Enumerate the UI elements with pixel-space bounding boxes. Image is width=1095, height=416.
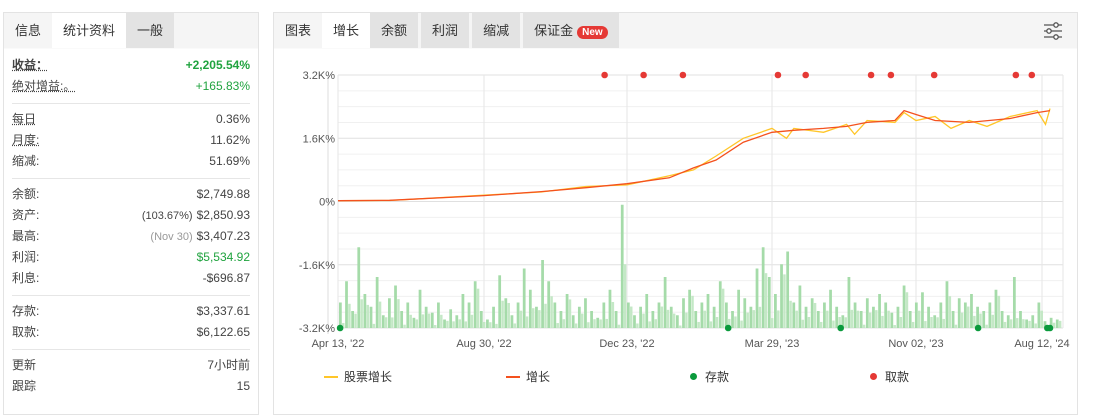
stat-value-text: 7小时前 xyxy=(207,358,250,372)
legend-line-swatch xyxy=(506,375,520,378)
stat-value: (Nov 30) $3,407.23 xyxy=(150,226,250,247)
stat-label: 最高: xyxy=(12,229,40,243)
stats-panel: 信息 统计资料 一般 收益： +2,205.54% 绝对增益:。 +165.83% 每日… xyxy=(3,12,259,415)
stat-label: 存款: xyxy=(12,304,40,318)
stat-row: 每日 0.36% xyxy=(12,109,250,130)
stat-value: 0.36% xyxy=(216,109,250,130)
legend-label: 存款 xyxy=(705,370,730,384)
stat-value: $5,534.92 xyxy=(197,247,250,268)
stat-label: 利润: xyxy=(12,250,40,264)
stat-row: 余额: $2,749.88 xyxy=(12,184,250,205)
legend-item[interactable]: 存款 xyxy=(690,368,729,385)
stat-note: (Nov 30) xyxy=(150,231,193,243)
stat-value: +2,205.54% xyxy=(186,55,250,76)
stat-row: 最高: (Nov 30) $3,407.23 xyxy=(12,226,250,247)
stat-value-text: +165.83% xyxy=(195,79,250,93)
stat-row: 更新 7小时前 xyxy=(12,355,250,376)
tab-drawdown[interactable]: 缩减 xyxy=(472,13,521,48)
stat-label: 更新 xyxy=(12,358,37,372)
stat-row: 月度: 11.62% xyxy=(12,130,250,151)
stat-row: 存款: $3,337.61 xyxy=(12,301,250,322)
stat-row: 利息: -$696.87 xyxy=(12,268,250,289)
stat-row: 缩减: 51.69% xyxy=(12,151,250,172)
tab-chart[interactable]: 图表 xyxy=(285,23,312,38)
stat-value-text: 51.69% xyxy=(209,154,250,168)
legend-item[interactable]: 股票增长 xyxy=(324,368,392,385)
stat-value-text: $6,122.65 xyxy=(196,325,250,339)
tab-general[interactable]: 一般 xyxy=(126,13,175,48)
divider xyxy=(12,178,250,179)
tab-statistics[interactable]: 统计资料 xyxy=(52,13,127,48)
tab-profit[interactable]: 利润 xyxy=(421,13,470,48)
stat-row: 利润: $5,534.92 xyxy=(12,247,250,268)
legend-label: 增长 xyxy=(526,370,551,384)
new-badge: New xyxy=(577,26,608,39)
stat-value: -$696.87 xyxy=(203,268,250,289)
stat-value-text: $2,749.88 xyxy=(196,187,250,201)
legend-line-swatch xyxy=(324,375,338,378)
stat-value-text: $5,534.92 xyxy=(196,250,250,264)
stat-value: 7小时前 xyxy=(207,355,250,376)
legend-item[interactable]: 增长 xyxy=(506,368,550,385)
stat-value: 51.69% xyxy=(209,151,250,172)
chart-panel: 图表 增长 余额 利润 缩减 保证金 New xyxy=(273,12,1078,415)
stat-label: 利息: xyxy=(12,271,40,285)
tab-margin[interactable]: 保证金 New xyxy=(523,13,619,48)
legend-label: 股票增长 xyxy=(344,370,393,384)
legend-dot-swatch xyxy=(870,373,877,380)
divider xyxy=(12,103,250,104)
stat-value: 11.62% xyxy=(210,130,250,151)
stat-label[interactable]: 每日 xyxy=(12,112,37,126)
stat-label: 缩减: xyxy=(12,154,40,168)
stats-list: 收益： +2,205.54% 绝对增益:。 +165.83% 每日 0.36% 月度: 11.… xyxy=(4,49,258,397)
tab-growth[interactable]: 增长 xyxy=(322,13,371,48)
stat-label: 取款: xyxy=(12,325,40,339)
stat-label[interactable]: 绝对增益:。 xyxy=(12,79,76,93)
stat-label[interactable]: 收益： xyxy=(12,58,49,72)
stats-tabs: 信息 统计资料 一般 xyxy=(4,13,258,49)
stat-value-text: 15 xyxy=(236,379,250,393)
tab-margin-label: 保证金 xyxy=(534,23,574,38)
stat-label: 资产: xyxy=(12,208,40,222)
stat-value: $6,122.65 xyxy=(197,322,250,343)
divider xyxy=(12,295,250,296)
stat-value: $3,337.61 xyxy=(197,301,250,322)
stat-row: 跟踪 15 xyxy=(12,376,250,397)
tab-balance[interactable]: 余额 xyxy=(370,13,419,48)
stat-row: 收益： +2,205.54% xyxy=(12,55,250,76)
stat-row: 资产: (103.67%) $2,850.93 xyxy=(12,205,250,226)
stat-value-text: 0.36% xyxy=(215,112,250,126)
stat-note: (103.67%) xyxy=(141,210,193,222)
legend-label: 取款 xyxy=(885,370,910,384)
stat-row: 取款: $6,122.65 xyxy=(12,322,250,343)
legend-dot-swatch xyxy=(690,373,697,380)
chart-tabs: 图表 增长 余额 利润 缩减 保证金 New xyxy=(274,13,1077,49)
stat-value: 15 xyxy=(237,376,250,397)
stat-row: 绝对增益:。 +165.83% xyxy=(12,76,250,97)
stat-value-text: 11.62% xyxy=(210,133,250,147)
tab-info[interactable]: 信息 xyxy=(15,23,42,38)
sliders-icon[interactable] xyxy=(1043,21,1063,41)
stat-value-text: $3,337.61 xyxy=(196,304,250,318)
stat-value-text: -$696.87 xyxy=(202,271,250,285)
stat-value-text: $3,407.23 xyxy=(196,229,250,243)
stat-value: $2,749.88 xyxy=(197,184,250,205)
legend-item[interactable]: 取款 xyxy=(870,368,909,385)
stat-value-text: $2,850.93 xyxy=(196,208,250,222)
stat-value: +165.83% xyxy=(196,76,250,97)
stat-value-text: +2,205.54% xyxy=(185,58,250,72)
stat-label: 余额: xyxy=(12,187,40,201)
stat-label: 跟踪 xyxy=(12,379,37,393)
divider xyxy=(12,349,250,350)
stat-value: (103.67%) $2,850.93 xyxy=(142,205,250,226)
stat-label[interactable]: 月度: xyxy=(12,133,40,147)
